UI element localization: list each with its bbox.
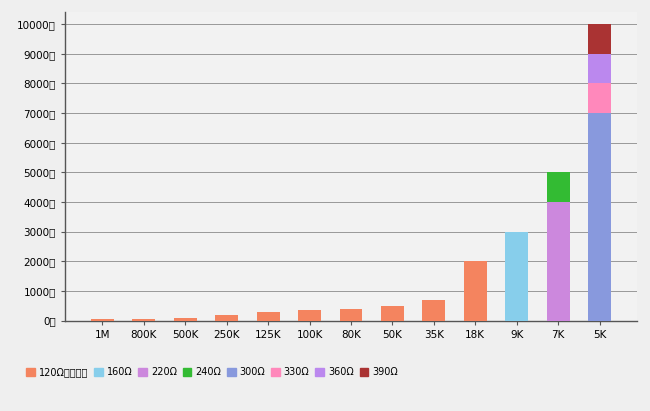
Bar [588,54,611,83]
Bar [91,319,114,321]
Bar [339,309,363,321]
Bar [174,318,197,321]
Bar [505,232,528,321]
Bar [464,261,487,321]
Bar [588,83,611,113]
Bar [422,300,445,321]
Bar [547,172,569,202]
Legend: 120Ω匹配电阵, 160Ω, 220Ω, 240Ω, 300Ω, 330Ω, 360Ω, 390Ω: 120Ω匹配电阵, 160Ω, 220Ω, 240Ω, 300Ω, 330Ω, … [24,365,400,379]
Bar [588,24,611,54]
Bar [547,202,569,321]
Bar [381,306,404,321]
Bar [588,113,611,321]
Bar [257,312,280,321]
Bar [215,315,238,321]
Bar [133,319,155,321]
Bar [298,310,321,321]
